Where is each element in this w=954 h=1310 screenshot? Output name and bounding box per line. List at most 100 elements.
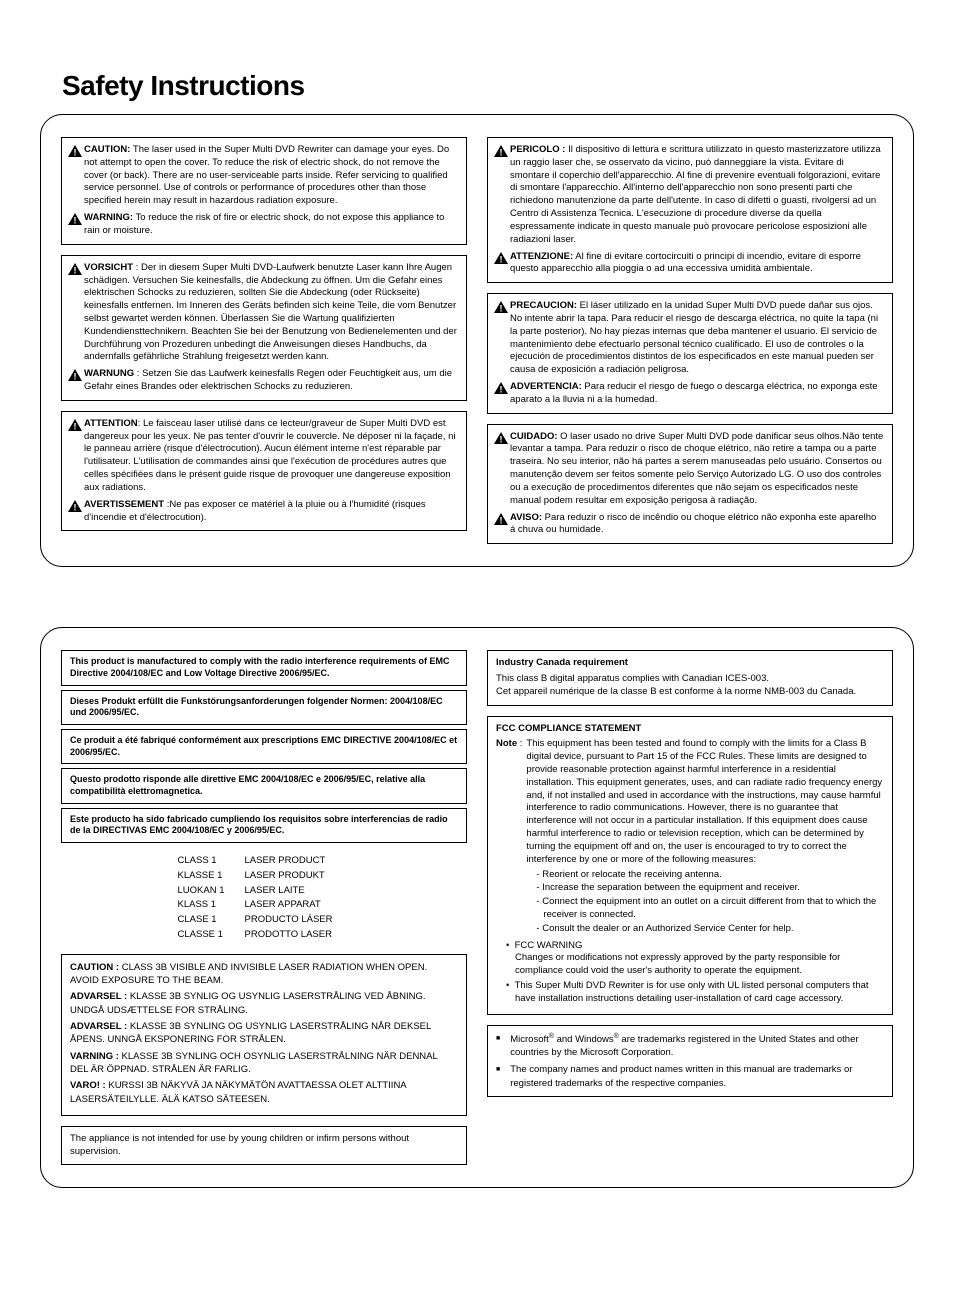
caution-row: ADVARSEL : KLASSE 3B SYNLING OG USYNLIG … <box>70 1020 458 1047</box>
compliance-panel: This product is manufactured to comply w… <box>40 627 914 1188</box>
compliance-item: Este producto ha sido fabricado cumplien… <box>61 808 467 843</box>
warning-entry: ! ATTENTION: Le faisceau laser utilisé d… <box>70 418 458 495</box>
tm-row: ■ Microsoft® and Windows® are trademarks… <box>496 1032 884 1060</box>
industry-canada-box: Industry Canada requirement This class B… <box>487 650 893 705</box>
warning-box-en: ! CAUTION: The laser used in the Super M… <box>61 137 467 245</box>
table-row: LUOKAN 1LASER LAITE <box>178 885 351 898</box>
warning-entry: ! ADVERTENCIA: Para reducir el riesgo de… <box>496 381 884 407</box>
compliance-list: This product is manufactured to comply w… <box>61 650 467 843</box>
list-item: - Connect the equipment into an outlet o… <box>536 896 884 922</box>
child-notice-box: The appliance is not intended for use by… <box>61 1126 467 1166</box>
warning-icon: ! <box>494 252 508 264</box>
list-item: - Reorient or relocate the receiving ant… <box>536 869 884 882</box>
warning-label: WARNUNG <box>84 368 134 379</box>
table-row: CLASS 1LASER PRODUCT <box>178 855 351 868</box>
ic-title: Industry Canada requirement <box>496 657 884 670</box>
warning-icon: ! <box>494 301 508 313</box>
svg-text:!: ! <box>500 515 503 525</box>
warning-text: Le faisceau laser utilisé dans ce lecteu… <box>84 418 455 493</box>
warning-label: CAUTION: <box>84 144 130 155</box>
warning-label: ATTENTION <box>84 418 138 429</box>
warning-entry: ! PERICOLO : Il dispositivo di lettura e… <box>496 144 884 247</box>
fcc-title: FCC COMPLIANCE STATEMENT <box>496 723 884 736</box>
warning-icon: ! <box>68 145 82 157</box>
warning-text: El láser utilizado en la unidad Super Mu… <box>510 300 878 375</box>
warning-icon: ! <box>494 513 508 525</box>
svg-text:!: ! <box>500 385 503 395</box>
fcc-note-text: This equipment has been tested and found… <box>526 738 882 864</box>
compliance-item: This product is manufactured to comply w… <box>61 650 467 685</box>
warning-text: Para reduzir o risco de incêndio ou choq… <box>510 512 876 536</box>
warning-text: Il dispositivo di lettura e scrittura ut… <box>510 144 881 245</box>
ic-line: Cet appareil numérique de la classe B es… <box>496 686 884 699</box>
warning-entry: ! VORSICHT : Der in diesem Super Multi D… <box>70 262 458 365</box>
warning-label: ADVERTENCIA: <box>510 381 582 392</box>
table-row: KLASS 1LASER APPARAT <box>178 899 351 912</box>
compliance-col-right: Industry Canada requirement This class B… <box>487 650 893 1165</box>
square-bullet-icon: ■ <box>496 1063 500 1090</box>
warning-label: PERICOLO : <box>510 144 565 155</box>
fcc-bullets: • FCC WARNINGChanges or modifications no… <box>496 940 884 1006</box>
svg-text:!: ! <box>500 434 503 444</box>
laser-caution-box: CAUTION : CLASS 3B VISIBLE AND INVISIBLE… <box>61 954 467 1116</box>
caution-row: CAUTION : CLASS 3B VISIBLE AND INVISIBLE… <box>70 961 458 988</box>
fcc-box: FCC COMPLIANCE STATEMENT Note : This equ… <box>487 716 893 1015</box>
warning-sep: : <box>134 368 142 379</box>
svg-text:!: ! <box>74 372 77 382</box>
svg-text:!: ! <box>74 148 77 158</box>
svg-text:!: ! <box>74 216 77 226</box>
warning-icon: ! <box>494 382 508 394</box>
list-item: • This Super Multi DVD Rewriter is for u… <box>506 980 884 1006</box>
warning-box-de: ! VORSICHT : Der in diesem Super Multi D… <box>61 255 467 401</box>
safety-col-right: ! PERICOLO : Il dispositivo di lettura e… <box>487 137 893 544</box>
warning-text: To reduce the risk of fire or electric s… <box>84 212 444 236</box>
warning-icon: ! <box>68 213 82 225</box>
compliance-col-left: This product is manufactured to comply w… <box>61 650 467 1165</box>
warning-box-pt: ! CUIDADO: O laser usado no drive Super … <box>487 424 893 545</box>
compliance-item: Questo prodotto risponde alle direttive … <box>61 768 467 803</box>
warning-entry: ! WARNING: To reduce the risk of fire or… <box>70 212 458 238</box>
warning-icon: ! <box>68 419 82 431</box>
warning-icon: ! <box>68 369 82 381</box>
svg-text:!: ! <box>500 148 503 158</box>
page-title: Safety Instructions <box>62 70 914 102</box>
table-row: KLASSE 1LASER PRODUKT <box>178 870 351 883</box>
laser-class-table: CLASS 1LASER PRODUCT KLASSE 1LASER PRODU… <box>176 853 353 944</box>
warning-label: VORSICHT <box>84 262 133 273</box>
warning-entry: ! WARNUNG : Setzen Sie das Laufwerk kein… <box>70 368 458 394</box>
warning-text: The laser used in the Super Multi DVD Re… <box>84 144 449 206</box>
square-bullet-icon: ■ <box>496 1032 500 1060</box>
svg-text:!: ! <box>500 304 503 314</box>
table-row: CLASSE 1PRODOTTO LASER <box>178 929 351 942</box>
warning-text: O laser usado no drive Super Multi DVD p… <box>510 431 883 506</box>
warning-entry: ! ATTENZIONE: Al fine di evitare cortoci… <box>496 251 884 277</box>
warning-sep: : <box>133 262 141 273</box>
fcc-measures: - Reorient or relocate the receiving ant… <box>526 869 884 936</box>
caution-row: ADVARSEL : KLASSE 3B SYNLIG OG USYNLIG L… <box>70 990 458 1017</box>
warning-label: CUIDADO: <box>510 431 558 442</box>
warning-entry: ! AVISO: Para reduzir o risco de incêndi… <box>496 512 884 538</box>
warning-icon: ! <box>494 432 508 444</box>
list-item: • FCC WARNINGChanges or modifications no… <box>506 940 884 978</box>
warning-entry: ! PRECAUCION: El láser utilizado en la u… <box>496 300 884 377</box>
svg-text:!: ! <box>500 254 503 264</box>
warning-label: PRECAUCION: <box>510 300 577 311</box>
compliance-item: Ce produit a été fabriqué conformément a… <box>61 729 467 764</box>
warning-text: Der in diesem Super Multi DVD-Laufwerk b… <box>84 262 457 363</box>
warning-icon: ! <box>68 500 82 512</box>
trademarks-box: ■ Microsoft® and Windows® are trademarks… <box>487 1025 893 1097</box>
svg-text:!: ! <box>74 265 77 275</box>
fcc-note: Note : This equipment has been tested an… <box>496 738 884 936</box>
safety-col-left: ! CAUTION: The laser used in the Super M… <box>61 137 467 544</box>
caution-row: VARO! : KURSSI 3B NÄKYVÄ JA NÄKYMÄTÖN AV… <box>70 1079 458 1106</box>
svg-text:!: ! <box>74 421 77 431</box>
warning-icon: ! <box>68 263 82 275</box>
compliance-item: Dieses Produkt erfüllt die Funkstörungsa… <box>61 690 467 725</box>
table-row: CLASE 1PRODUCTO LÁSER <box>178 914 351 927</box>
list-item: - Increase the separation between the eq… <box>536 882 884 895</box>
tm-row: ■ The company names and product names wr… <box>496 1063 884 1090</box>
ic-line: This class B digital apparatus complies … <box>496 673 884 686</box>
warning-label: WARNING: <box>84 212 133 223</box>
warning-entry: ! CUIDADO: O laser usado no drive Super … <box>496 431 884 508</box>
warning-box-it: ! PERICOLO : Il dispositivo di lettura e… <box>487 137 893 283</box>
